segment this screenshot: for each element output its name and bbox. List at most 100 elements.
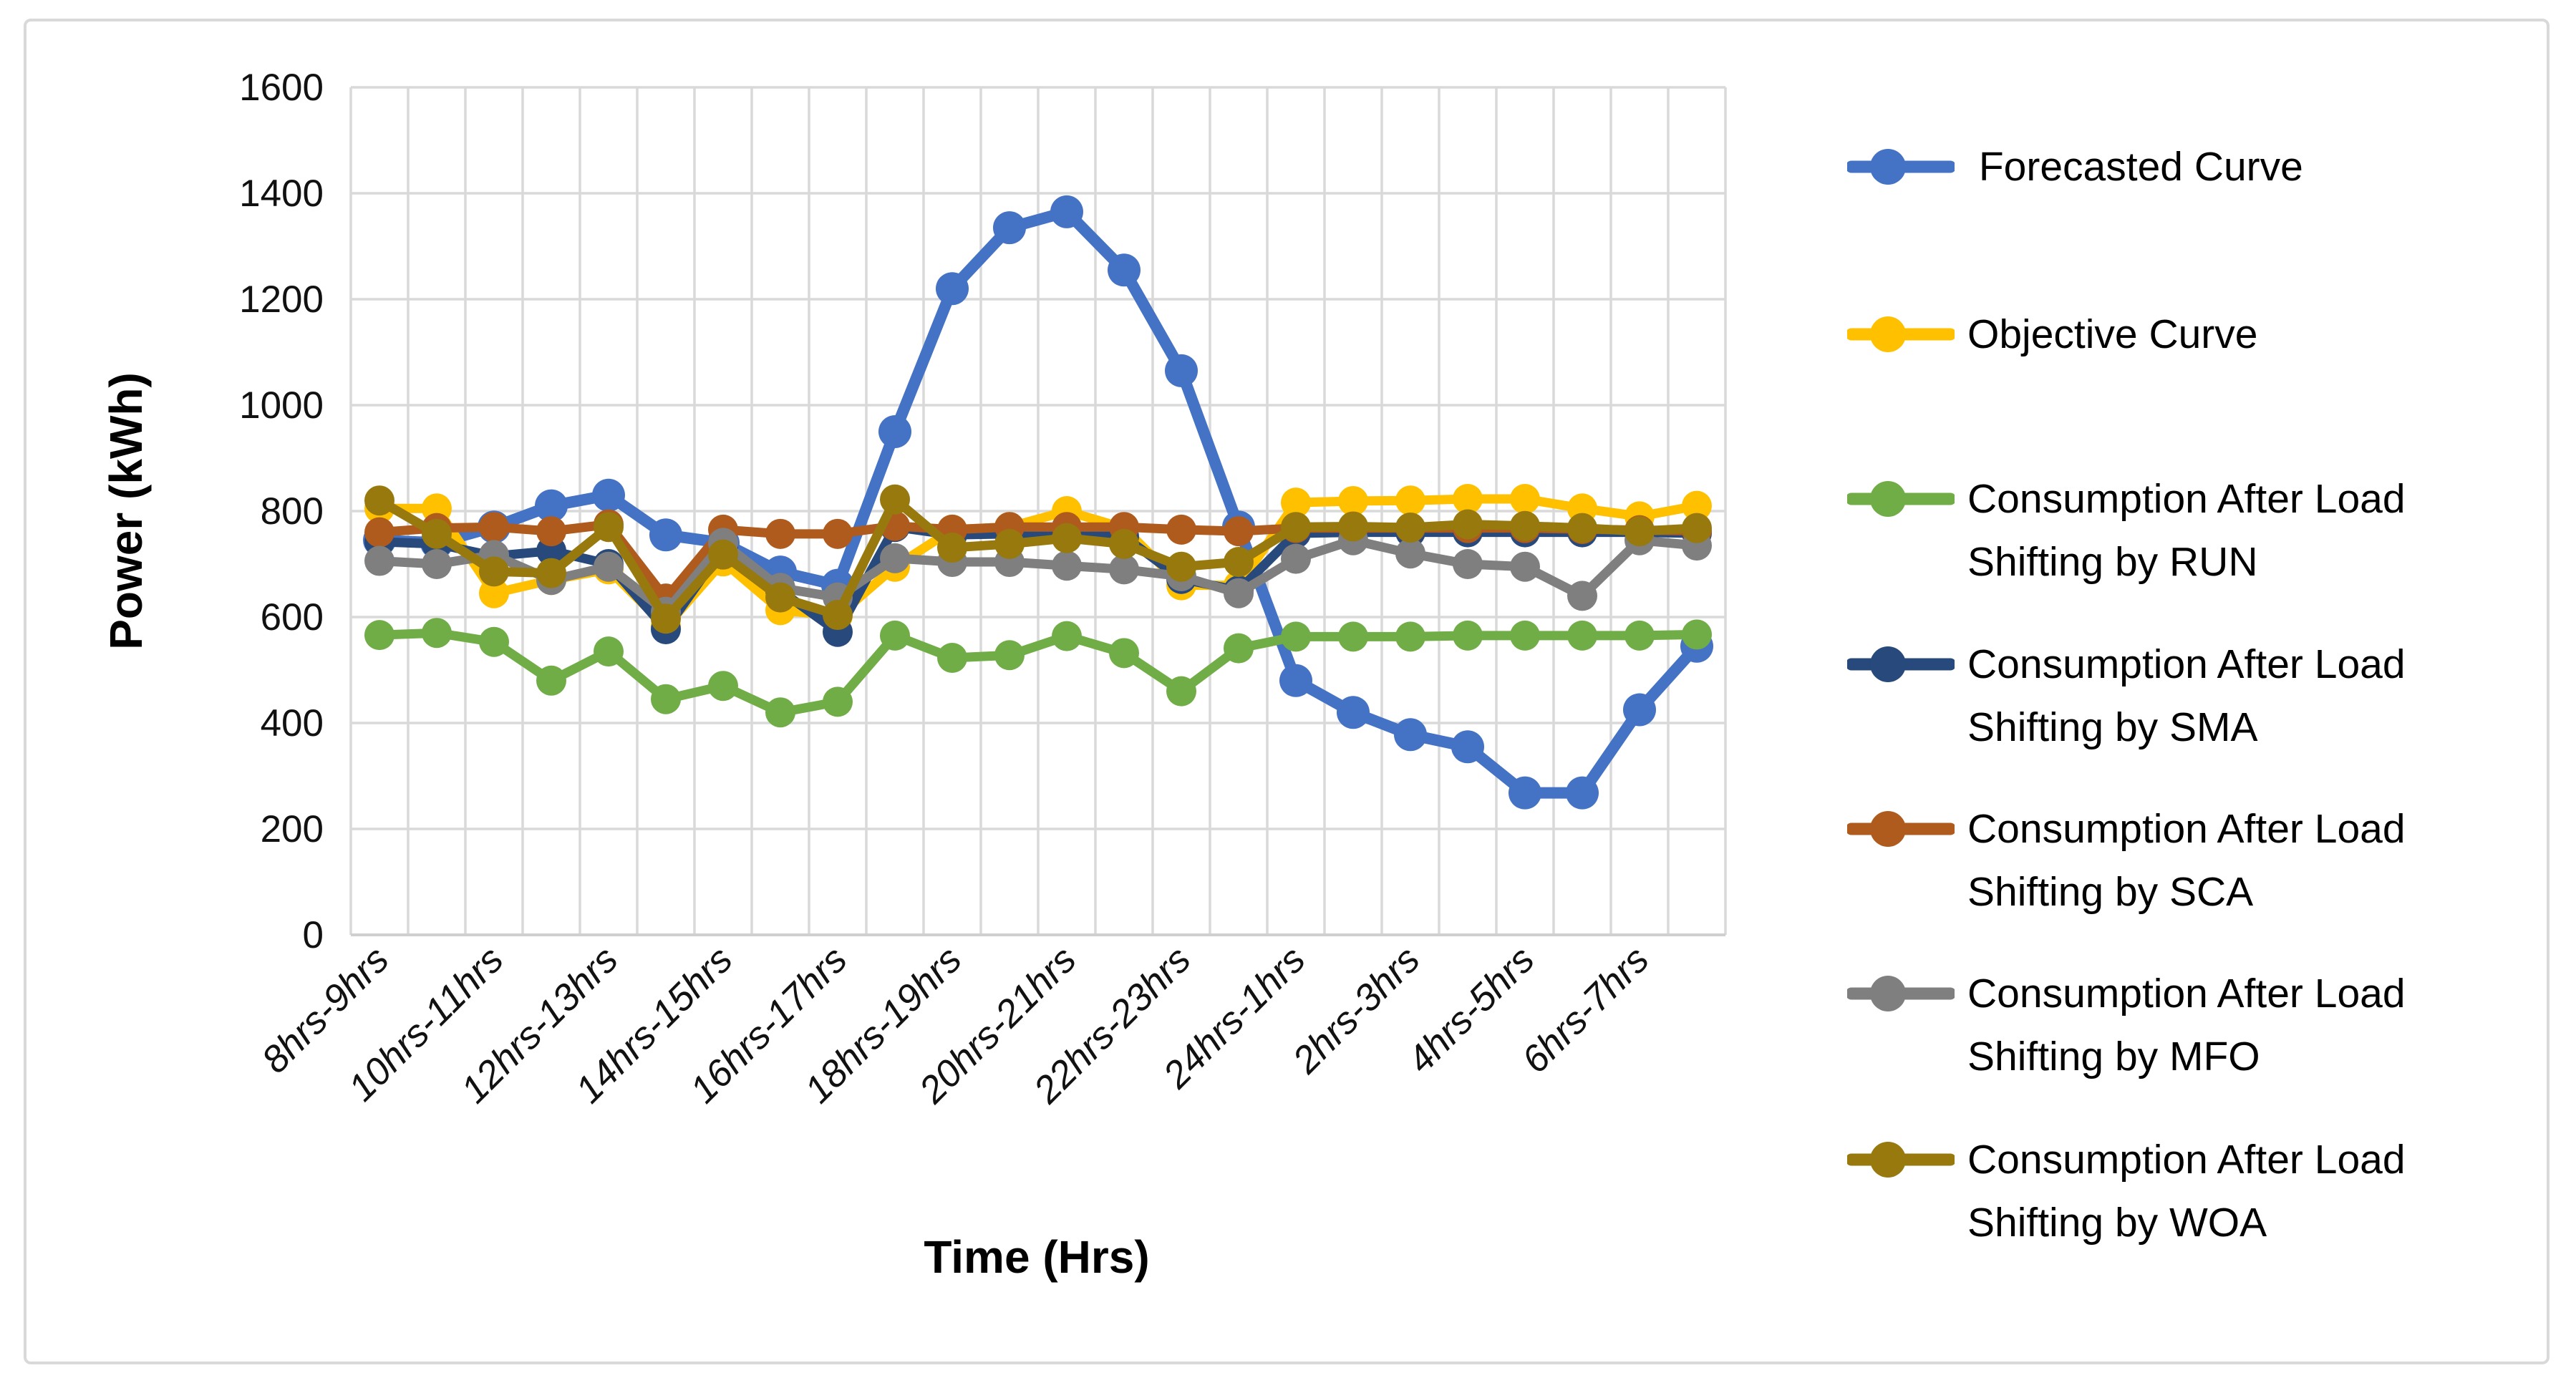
data-point xyxy=(1510,551,1540,582)
data-point xyxy=(1052,523,1082,553)
data-point xyxy=(594,512,624,543)
data-point xyxy=(1109,638,1139,669)
data-point xyxy=(1624,620,1655,651)
data-point xyxy=(1279,664,1312,697)
gridlines xyxy=(349,86,1727,936)
series-consumption-after-load-shifting-by-woa xyxy=(364,484,1712,634)
y-tick-label: 1200 xyxy=(239,278,324,321)
y-tick-label: 1600 xyxy=(239,67,324,109)
data-point xyxy=(1166,676,1196,707)
data-point xyxy=(1453,620,1483,651)
x-tick-label: 6hrs-7hrs xyxy=(1514,938,1657,1082)
data-point xyxy=(1510,483,1540,514)
data-point xyxy=(536,665,566,696)
y-axis-tick-labels: 0 200 400 600 800 1000 1200 1400 1600 xyxy=(239,67,324,956)
data-point xyxy=(1109,554,1139,585)
data-point xyxy=(878,415,911,448)
data-point xyxy=(994,640,1025,671)
data-point xyxy=(1281,512,1311,543)
data-point xyxy=(937,642,967,673)
figure-border xyxy=(24,19,2550,1364)
data-point xyxy=(1509,776,1541,810)
data-point xyxy=(594,551,624,582)
data-point xyxy=(823,518,853,549)
data-point xyxy=(1224,633,1254,664)
data-point xyxy=(1281,621,1311,652)
data-point xyxy=(1395,621,1425,652)
data-point xyxy=(1510,510,1540,541)
data-point xyxy=(651,603,681,634)
data-point xyxy=(936,272,969,306)
data-point xyxy=(364,620,394,651)
data-point xyxy=(364,517,394,548)
data-point xyxy=(1224,516,1254,547)
data-point xyxy=(993,211,1026,245)
data-point xyxy=(1224,578,1254,608)
data-point xyxy=(422,618,452,649)
data-point xyxy=(1451,730,1484,764)
data-point xyxy=(1338,485,1368,516)
data-point xyxy=(1166,514,1196,545)
data-point xyxy=(594,636,624,667)
x-axis-tick-labels: 8hrs-9hrs10hrs-11hrs12hrs-13hrs14hrs-15h… xyxy=(253,938,1657,1112)
data-point xyxy=(765,518,795,549)
data-point xyxy=(937,533,967,563)
data-point xyxy=(1453,549,1483,579)
data-point xyxy=(1682,619,1712,650)
y-tick-label: 200 xyxy=(261,808,324,850)
data-point xyxy=(765,582,795,613)
data-point xyxy=(1394,718,1427,752)
data-point xyxy=(1453,483,1483,514)
data-point xyxy=(422,518,452,549)
data-point xyxy=(1052,550,1082,581)
x-tick-label: 2hrs-3hrs xyxy=(1284,938,1428,1082)
data-point xyxy=(651,684,681,714)
data-point xyxy=(1395,512,1425,543)
data-point xyxy=(880,543,910,573)
data-point xyxy=(364,485,394,516)
data-point xyxy=(1453,509,1483,540)
y-tick-label: 600 xyxy=(261,596,324,639)
data-point xyxy=(535,489,568,523)
data-point xyxy=(1510,620,1540,651)
data-point xyxy=(1281,487,1311,518)
data-point xyxy=(1166,551,1196,582)
y-tick-label: 800 xyxy=(261,490,324,533)
series-consumption-after-load-shifting-by-run xyxy=(364,618,1712,728)
data-point xyxy=(880,484,910,515)
y-tick-label: 1000 xyxy=(239,384,324,427)
data-point xyxy=(1338,511,1368,542)
data-point xyxy=(422,549,452,579)
data-point xyxy=(479,578,509,608)
data-point xyxy=(708,671,738,702)
x-axis-title: Time (Hrs) xyxy=(924,1231,1149,1283)
data-point xyxy=(1395,538,1425,569)
data-point xyxy=(1337,696,1370,729)
y-tick-label: 400 xyxy=(261,702,324,744)
data-point xyxy=(649,518,682,552)
data-point xyxy=(1281,543,1311,574)
data-point xyxy=(823,600,853,631)
data-point xyxy=(1338,621,1368,652)
plot-series xyxy=(363,195,1713,810)
data-point xyxy=(1109,528,1139,559)
data-point xyxy=(1567,620,1597,651)
y-tick-label: 0 xyxy=(303,914,324,956)
data-point xyxy=(1050,195,1083,228)
data-point xyxy=(1567,581,1597,611)
data-point xyxy=(823,686,853,717)
data-point xyxy=(1682,490,1712,521)
data-point xyxy=(1566,776,1599,810)
data-point xyxy=(592,478,625,512)
data-point xyxy=(1165,354,1198,387)
data-point xyxy=(479,512,509,543)
data-point xyxy=(536,558,566,588)
data-point xyxy=(479,626,509,657)
data-point xyxy=(765,697,795,728)
data-point xyxy=(1623,693,1656,727)
data-point xyxy=(536,516,566,547)
data-point xyxy=(1224,547,1254,578)
data-point xyxy=(880,620,910,651)
